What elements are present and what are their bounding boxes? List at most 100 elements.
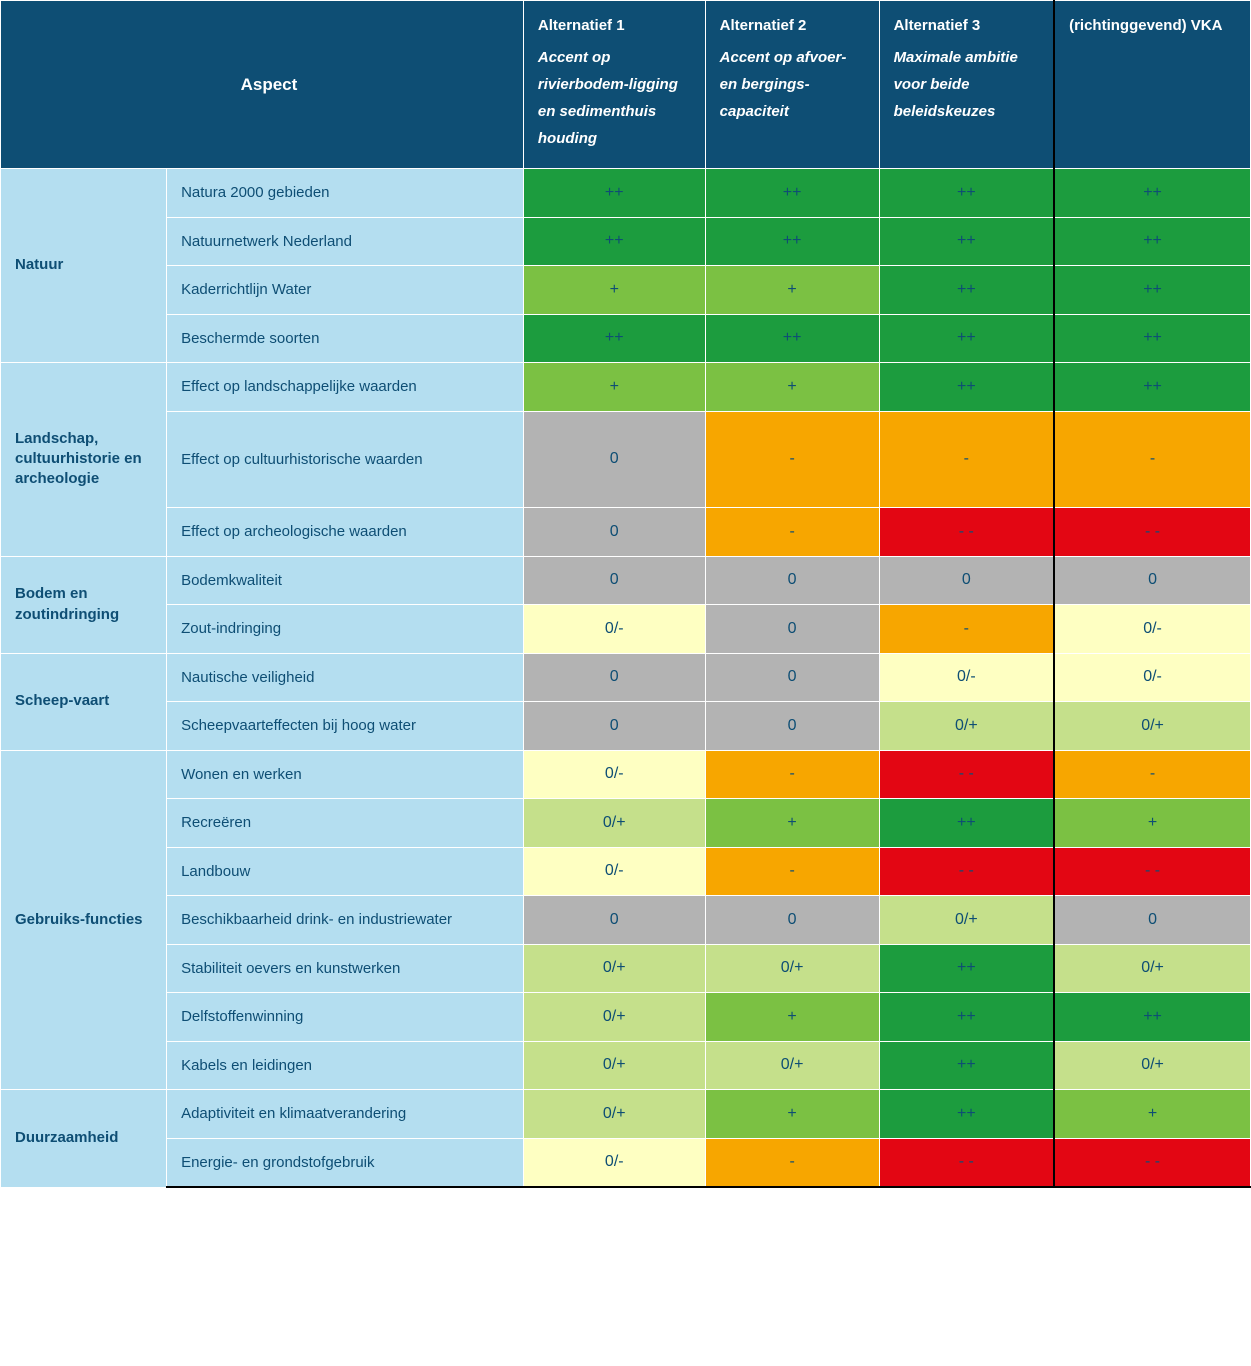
indicator-cell: Adaptiviteit en klimaatverandering: [167, 1090, 524, 1139]
score-cell: ++: [523, 314, 705, 363]
score-cell: 0/+: [523, 993, 705, 1042]
score-cell: - -: [879, 1138, 1054, 1187]
indicator-cell: Effect op landschappelijke waarden: [167, 363, 524, 412]
score-cell: -: [879, 411, 1054, 508]
score-cell: -: [705, 508, 879, 557]
score-cell: 0: [705, 896, 879, 945]
score-cell: -: [705, 1138, 879, 1187]
score-cell: +: [705, 799, 879, 848]
score-cell: 0/-: [523, 1138, 705, 1187]
score-cell: 0/+: [879, 896, 1054, 945]
score-cell: - -: [1054, 1138, 1250, 1187]
indicator-cell: Effect op cultuurhistorische waarden: [167, 411, 524, 508]
score-cell: 0: [705, 556, 879, 605]
score-cell: ++: [879, 217, 1054, 266]
indicator-cell: Beschermde soorten: [167, 314, 524, 363]
score-cell: ++: [879, 944, 1054, 993]
score-cell: 0/+: [705, 944, 879, 993]
category-cell: Duurzaamheid: [1, 1090, 167, 1188]
score-cell: ++: [705, 217, 879, 266]
score-cell: ++: [879, 993, 1054, 1042]
score-cell: 0/+: [1054, 944, 1250, 993]
score-cell: 0/-: [1054, 653, 1250, 702]
score-cell: ++: [879, 799, 1054, 848]
score-cell: ++: [705, 169, 879, 218]
score-cell: 0: [523, 896, 705, 945]
header-alt2-title: Alternatief 2: [720, 17, 865, 34]
score-cell: +: [523, 363, 705, 412]
score-cell: 0: [705, 702, 879, 751]
score-cell: -: [705, 847, 879, 896]
score-cell: -: [879, 605, 1054, 654]
score-cell: ++: [1054, 363, 1250, 412]
score-cell: 0/+: [523, 1090, 705, 1139]
score-cell: -: [1054, 750, 1250, 799]
assessment-table: Aspect Alternatief 1 Accent op rivierbod…: [0, 0, 1251, 1188]
indicator-cell: Stabiliteit oevers en kunstwerken: [167, 944, 524, 993]
score-cell: 0: [879, 556, 1054, 605]
score-cell: ++: [705, 314, 879, 363]
score-cell: - -: [879, 750, 1054, 799]
header-aspect: Aspect: [1, 1, 524, 169]
score-cell: ++: [1054, 169, 1250, 218]
header-alt3-title: Alternatief 3: [894, 17, 1040, 34]
indicator-cell: Zout-indringing: [167, 605, 524, 654]
score-cell: 0: [705, 653, 879, 702]
table-body: NatuurNatura 2000 gebieden++++++++Natuur…: [1, 169, 1251, 1188]
score-cell: ++: [1054, 993, 1250, 1042]
indicator-cell: Bodemkwaliteit: [167, 556, 524, 605]
score-cell: 0: [1054, 896, 1250, 945]
score-cell: 0/+: [879, 702, 1054, 751]
score-cell: ++: [879, 266, 1054, 315]
indicator-cell: Kabels en leidingen: [167, 1041, 524, 1090]
header-alt1-title: Alternatief 1: [538, 17, 691, 34]
indicator-cell: Wonen en werken: [167, 750, 524, 799]
score-cell: +: [1054, 1090, 1250, 1139]
indicator-cell: Nautische veiligheid: [167, 653, 524, 702]
category-cell: Scheep-vaart: [1, 653, 167, 750]
score-cell: -: [705, 750, 879, 799]
header-alt2: Alternatief 2 Accent op afvoer- en bergi…: [705, 1, 879, 169]
score-cell: 0/+: [523, 944, 705, 993]
score-cell: ++: [523, 169, 705, 218]
score-cell: 0/-: [523, 750, 705, 799]
score-cell: 0/+: [523, 1041, 705, 1090]
indicator-cell: Scheepvaarteffecten bij hoog water: [167, 702, 524, 751]
score-cell: ++: [1054, 266, 1250, 315]
score-cell: 0/+: [1054, 1041, 1250, 1090]
score-cell: 0/-: [879, 653, 1054, 702]
indicator-cell: Natura 2000 gebieden: [167, 169, 524, 218]
score-cell: -: [1054, 411, 1250, 508]
score-cell: ++: [879, 314, 1054, 363]
score-cell: 0/-: [523, 847, 705, 896]
score-cell: - -: [1054, 508, 1250, 557]
indicator-cell: Beschikbaarheid drink- en industriewater: [167, 896, 524, 945]
score-cell: +: [705, 266, 879, 315]
category-cell: Bodem en zoutindringing: [1, 556, 167, 653]
header-alt3: Alternatief 3 Maximale ambitie voor beid…: [879, 1, 1054, 169]
score-cell: +: [523, 266, 705, 315]
score-cell: ++: [879, 363, 1054, 412]
indicator-cell: Landbouw: [167, 847, 524, 896]
header-alt1-sub: Accent op rivierbodem-ligging en sedimen…: [538, 44, 691, 152]
header-vka: (richtinggevend) VKA: [1054, 1, 1250, 169]
score-cell: +: [705, 993, 879, 1042]
score-cell: - -: [879, 847, 1054, 896]
header-alt3-sub: Maximale ambitie voor beide beleidskeuze…: [894, 44, 1040, 125]
indicator-cell: Recreëren: [167, 799, 524, 848]
score-cell: 0/+: [523, 799, 705, 848]
indicator-cell: Natuurnetwerk Nederland: [167, 217, 524, 266]
indicator-cell: Kaderrichtlijn Water: [167, 266, 524, 315]
score-cell: 0: [1054, 556, 1250, 605]
category-cell: Gebruiks-functies: [1, 750, 167, 1090]
score-cell: 0: [523, 556, 705, 605]
score-cell: +: [1054, 799, 1250, 848]
score-cell: ++: [1054, 314, 1250, 363]
header-alt1: Alternatief 1 Accent op rivierbodem-ligg…: [523, 1, 705, 169]
score-cell: - -: [879, 508, 1054, 557]
score-cell: 0: [523, 508, 705, 557]
category-cell: Landschap, cultuurhistorie en archeologi…: [1, 363, 167, 557]
score-cell: 0/+: [705, 1041, 879, 1090]
score-cell: -: [705, 411, 879, 508]
indicator-cell: Energie- en grondstofgebruik: [167, 1138, 524, 1187]
